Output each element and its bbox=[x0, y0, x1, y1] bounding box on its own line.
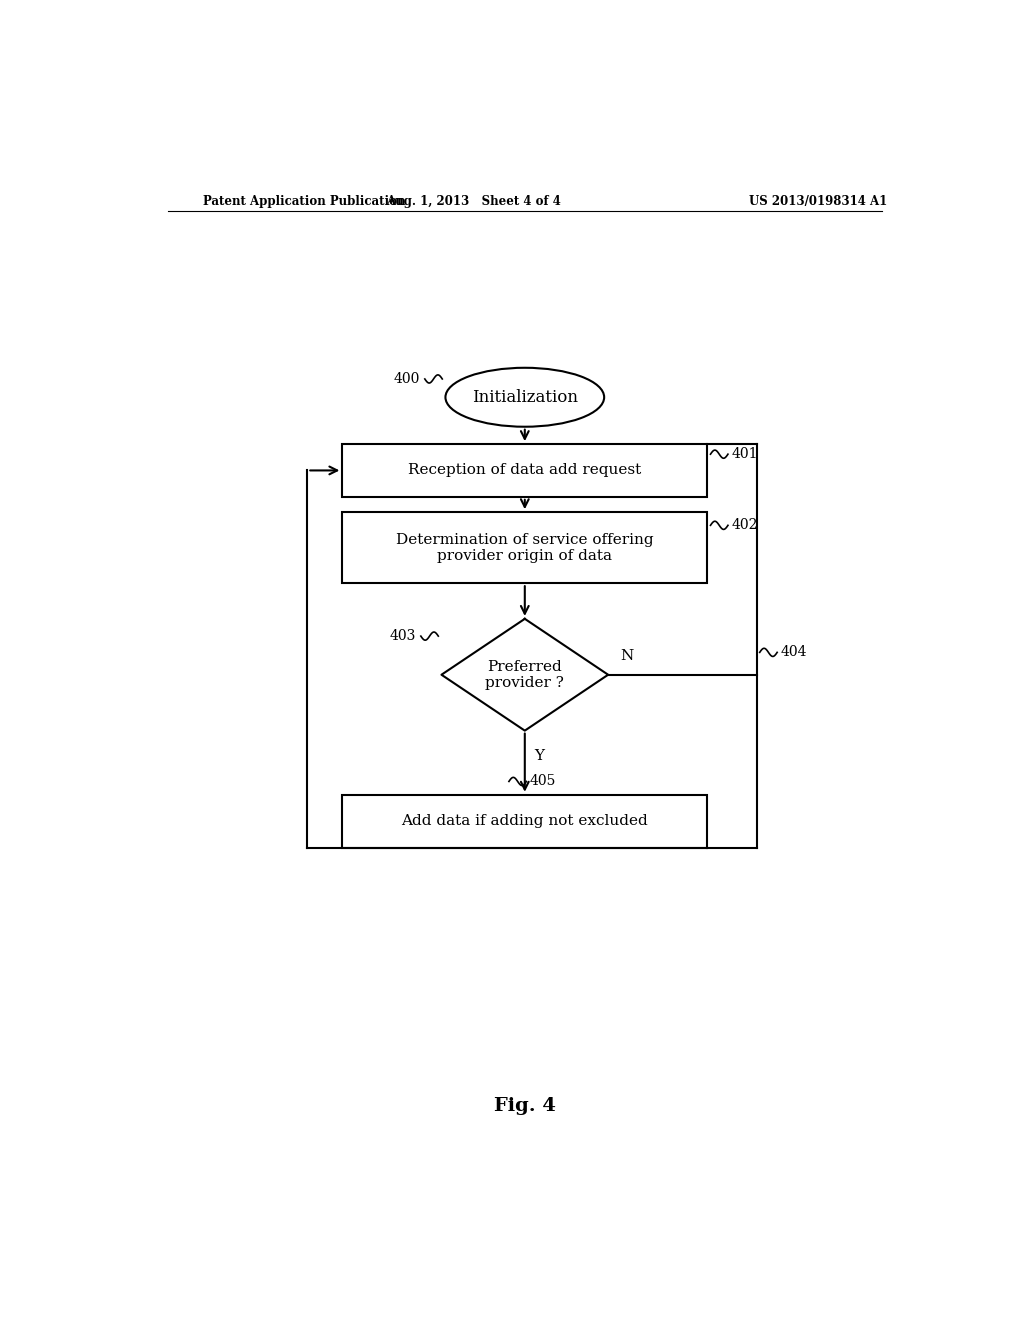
Text: 400: 400 bbox=[393, 372, 420, 385]
Text: 402: 402 bbox=[731, 519, 758, 532]
Text: 403: 403 bbox=[390, 630, 416, 643]
Text: 401: 401 bbox=[731, 447, 758, 461]
Text: Patent Application Publication: Patent Application Publication bbox=[204, 194, 406, 207]
Text: N: N bbox=[620, 649, 633, 664]
Text: 405: 405 bbox=[529, 775, 556, 788]
Text: Determination of service offering
provider origin of data: Determination of service offering provid… bbox=[396, 532, 653, 562]
Text: Aug. 1, 2013   Sheet 4 of 4: Aug. 1, 2013 Sheet 4 of 4 bbox=[386, 194, 561, 207]
Text: Add data if adding not excluded: Add data if adding not excluded bbox=[401, 814, 648, 828]
Text: Reception of data add request: Reception of data add request bbox=[409, 463, 641, 478]
Bar bbox=[342, 512, 708, 583]
Text: Initialization: Initialization bbox=[472, 389, 578, 405]
Bar bbox=[342, 444, 708, 496]
Text: Fig. 4: Fig. 4 bbox=[494, 1097, 556, 1114]
Text: US 2013/0198314 A1: US 2013/0198314 A1 bbox=[750, 194, 888, 207]
Text: Preferred
provider ?: Preferred provider ? bbox=[485, 660, 564, 690]
Bar bbox=[342, 795, 708, 847]
Text: Y: Y bbox=[535, 748, 544, 763]
Text: 404: 404 bbox=[780, 645, 807, 660]
